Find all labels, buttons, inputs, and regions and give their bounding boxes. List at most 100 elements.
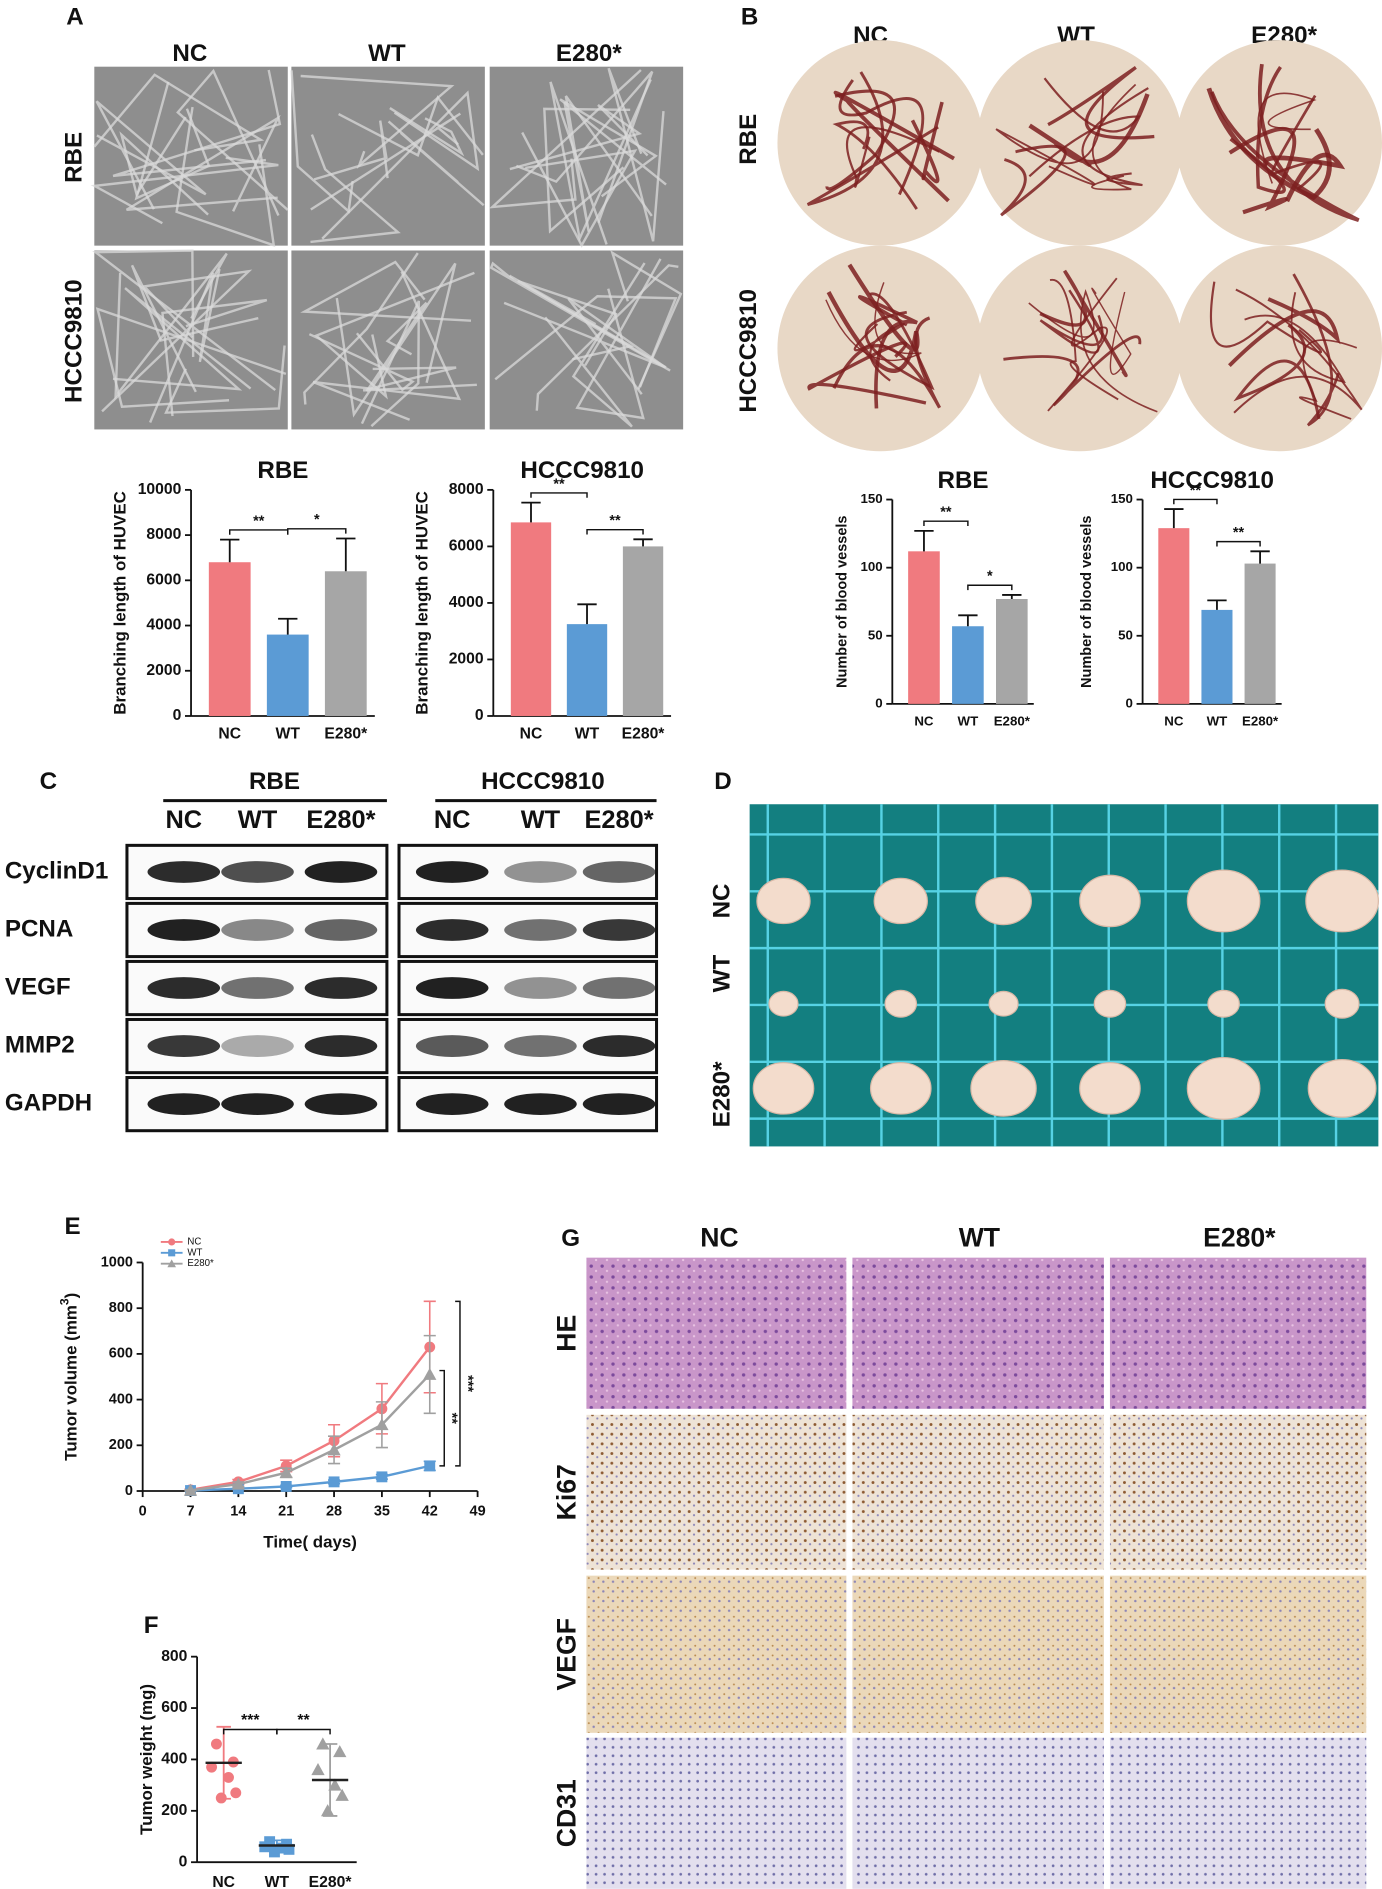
blood-vessel — [1047, 277, 1118, 412]
y-tick-label: 150 — [860, 491, 882, 506]
legend-label: WT — [187, 1247, 202, 1258]
marker — [283, 1843, 295, 1855]
ihc-image — [1109, 1575, 1367, 1733]
panel-letter: A — [66, 4, 83, 31]
y-tick-label: 4000 — [146, 617, 181, 634]
error-bar — [220, 538, 240, 563]
blot-band — [147, 977, 221, 999]
bar — [995, 598, 1028, 704]
blood-vessel — [995, 91, 1104, 186]
x-tick-label: 0 — [139, 1503, 147, 1519]
tube-network — [387, 120, 485, 207]
column-header: WT — [368, 40, 406, 67]
blood-vessel — [1028, 93, 1150, 167]
ihc-image — [586, 1737, 847, 1889]
y-axis-label: Number of blood vessels — [835, 516, 851, 688]
blood-vessel — [846, 126, 940, 188]
x-tick-label: 42 — [422, 1503, 438, 1519]
y-tick-label: 400 — [109, 1391, 133, 1407]
blood-vessel — [807, 341, 927, 405]
blot-band — [582, 1093, 656, 1115]
significance-bracket — [586, 528, 644, 535]
tube-network — [338, 95, 484, 157]
bar — [622, 546, 664, 716]
marker — [335, 1788, 349, 1801]
blood-vessel — [1228, 297, 1341, 367]
y-tick-label: 0 — [475, 707, 484, 724]
y-tick-label: 8000 — [146, 526, 181, 543]
panel-letter: E — [64, 1213, 80, 1240]
significance-bracket — [276, 1728, 331, 1735]
y-axis-label: Tumor volume (mm3) — [57, 1293, 81, 1461]
y-axis-label: Tumor weight (mg) — [137, 1684, 156, 1835]
error-bar — [1207, 599, 1227, 610]
y-tick-label: 2000 — [146, 662, 181, 679]
blot-band — [221, 1035, 294, 1057]
x-axis-label: Time( days) — [263, 1532, 357, 1551]
ihc-image — [586, 1575, 847, 1733]
y-axis-label-text: Tumor volume (mm — [62, 1305, 81, 1461]
significance-bracket — [1173, 498, 1218, 505]
error-bar — [577, 603, 597, 625]
blood-vessel — [832, 120, 918, 210]
blot-band — [504, 919, 577, 941]
tumor — [884, 989, 918, 1018]
tumor — [970, 1060, 1037, 1117]
blot-band — [221, 861, 294, 883]
marker — [328, 1778, 342, 1791]
blot-band — [147, 919, 221, 941]
blot-band — [504, 861, 577, 883]
y-tick-label: 0 — [125, 1483, 133, 1499]
y-tick-label: 200 — [161, 1802, 187, 1819]
blood-vessel — [1263, 152, 1346, 203]
marker — [423, 1367, 437, 1380]
row-header: VEGF — [551, 1618, 581, 1690]
x-tick-label: 35 — [374, 1503, 390, 1519]
blood-vessel — [1209, 281, 1323, 354]
tube-network — [335, 262, 457, 418]
group-header: HCCC9810 — [481, 768, 605, 795]
marker — [280, 1481, 292, 1492]
tumor — [1307, 1059, 1377, 1118]
tube-network — [544, 262, 646, 428]
marker — [311, 1763, 325, 1776]
significance-label: * — [987, 569, 993, 585]
blot-band — [415, 861, 489, 883]
ihc-image — [852, 1575, 1104, 1733]
marker — [327, 1443, 341, 1456]
significance-label: ** — [609, 513, 621, 529]
blood-vessel — [1091, 287, 1132, 375]
error-bar — [521, 501, 541, 523]
tube-network — [300, 260, 472, 322]
tumor — [1324, 988, 1360, 1019]
y-tick-label: 8000 — [449, 481, 484, 498]
blot-band — [147, 1035, 221, 1057]
significance-bracket — [229, 529, 289, 535]
tube-network — [321, 90, 480, 240]
blot-band — [415, 1093, 489, 1115]
tube-network — [93, 73, 265, 152]
significance-bracket — [1216, 540, 1261, 547]
marker — [269, 1846, 280, 1858]
marker — [424, 1460, 436, 1472]
blot-band — [147, 861, 221, 883]
cam-photo — [1176, 245, 1382, 452]
bar — [510, 522, 552, 716]
panel-letter: B — [741, 4, 758, 31]
lane-label: WT — [521, 806, 561, 834]
column-header: E280* — [556, 40, 622, 67]
y-tick-label: 0 — [875, 695, 882, 710]
x-tick-label: 7 — [186, 1503, 194, 1519]
y-tick-label: 4000 — [449, 594, 484, 611]
panel-letter: C — [40, 768, 57, 795]
bar — [208, 562, 251, 716]
marker — [230, 1787, 242, 1799]
tumor — [975, 876, 1032, 926]
significance-bracket — [287, 528, 347, 534]
blot-band — [304, 1093, 378, 1115]
y-tick-label: 200 — [109, 1437, 133, 1453]
significance-bracket — [455, 1300, 461, 1467]
y-tick-label: 600 — [161, 1699, 187, 1716]
